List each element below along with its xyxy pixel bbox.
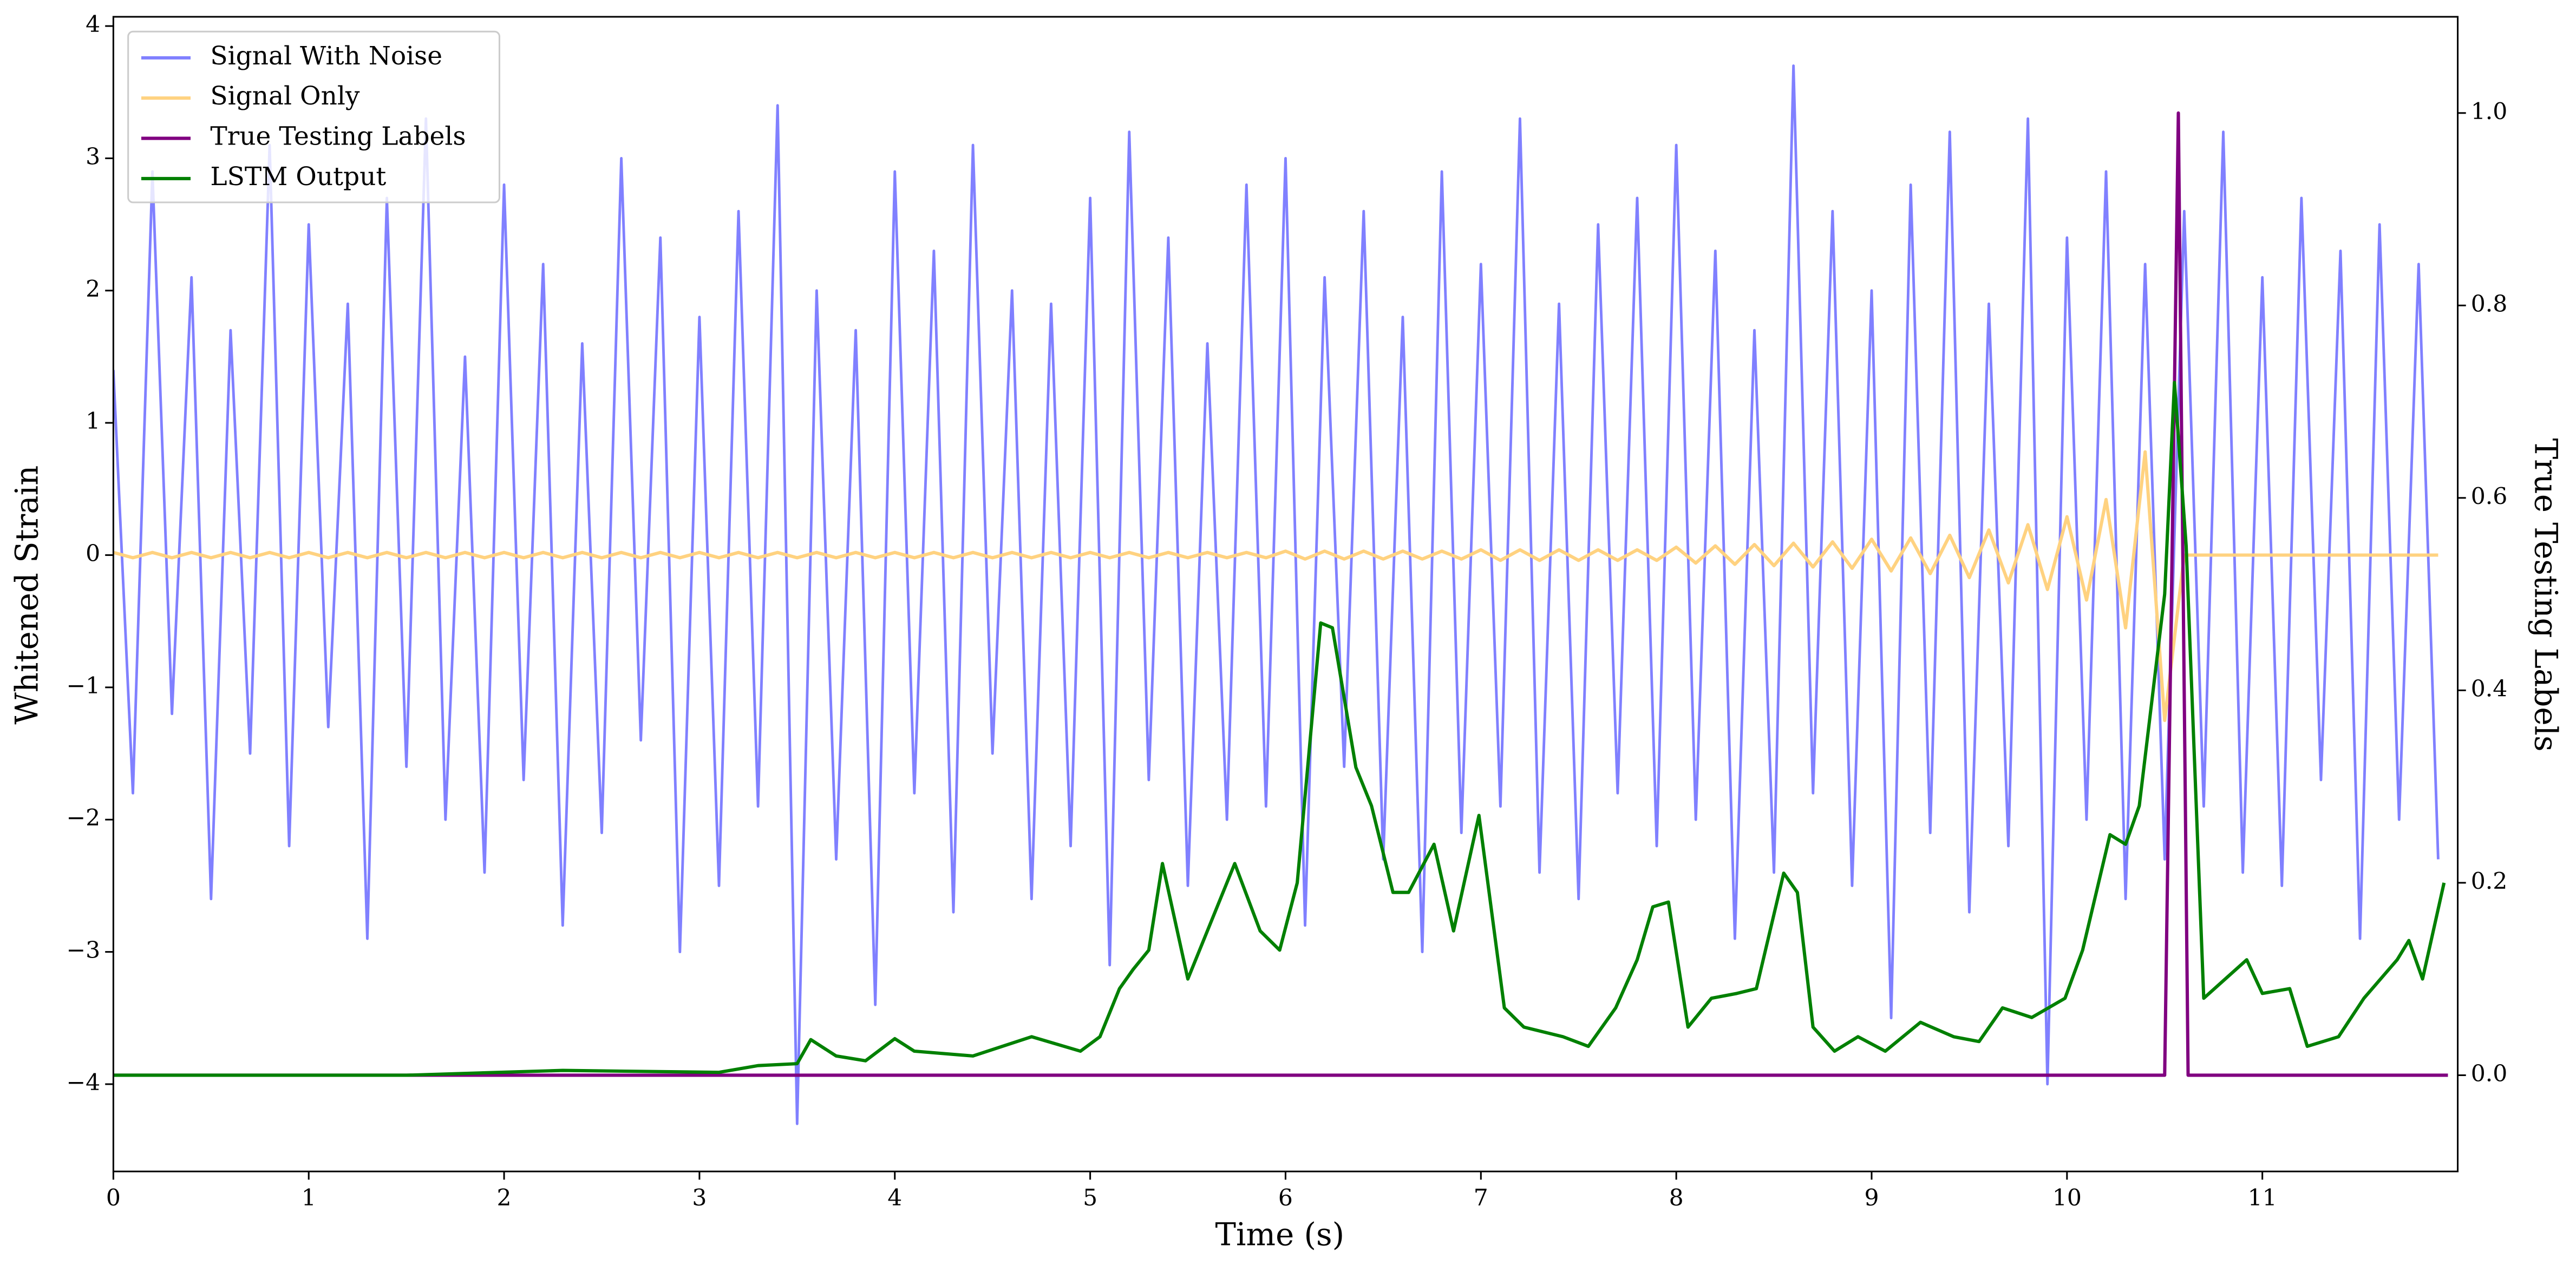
x-tick-label: 11 <box>2248 1185 2277 1211</box>
legend-box <box>127 30 500 204</box>
legend-label: Signal With Noise <box>210 41 442 71</box>
y2-tick-label: 0.2 <box>2471 868 2508 895</box>
y-tick-label: 2 <box>86 276 100 303</box>
series-line <box>113 450 2438 723</box>
y-tick-label: −3 <box>66 937 100 964</box>
y2-tick-label: 1.0 <box>2471 99 2508 125</box>
y2-tick-label: 0.4 <box>2471 676 2508 702</box>
x-tick-label: 1 <box>302 1185 316 1211</box>
y-axis-label: Whitened Strain <box>9 465 45 725</box>
legend-label: Signal Only <box>210 81 359 111</box>
y-tick-label: −4 <box>66 1070 100 1096</box>
x-tick-label: 8 <box>1669 1185 1684 1211</box>
x-tick-label: 10 <box>2052 1185 2082 1211</box>
legend-label: LSTM Output <box>210 162 386 192</box>
series-line <box>113 381 2446 1077</box>
x-tick-label: 3 <box>692 1185 707 1211</box>
x-tick-label: 9 <box>1864 1185 1879 1211</box>
x-tick-label: 4 <box>887 1185 902 1211</box>
y-tick-label: 3 <box>86 143 100 170</box>
x-tick-label: 2 <box>497 1185 512 1211</box>
y-tick-label: −2 <box>66 805 100 831</box>
y-tick-label: −1 <box>66 673 100 699</box>
y2-tick-label: 0.6 <box>2471 483 2508 510</box>
plot-area <box>113 64 2448 1125</box>
x-tick-label: 0 <box>106 1185 121 1211</box>
x-tick-label: 7 <box>1474 1185 1488 1211</box>
y-tick-label: 0 <box>86 541 100 567</box>
x-tick-label: 5 <box>1083 1185 1097 1211</box>
series-line <box>113 111 2448 1077</box>
y2-axis-label: True Testing Labels <box>2527 438 2564 752</box>
x-tick-label: 6 <box>1278 1185 1293 1211</box>
y2-tick-label: 0.0 <box>2471 1060 2508 1087</box>
legend-label: True Testing Labels <box>210 122 466 152</box>
x-axis-label: Time (s) <box>1215 1216 1345 1253</box>
y-tick-label: 1 <box>86 408 100 435</box>
y2-tick-label: 0.8 <box>2471 291 2508 317</box>
series-line <box>113 64 2440 1125</box>
y-tick-label: 4 <box>86 11 100 38</box>
